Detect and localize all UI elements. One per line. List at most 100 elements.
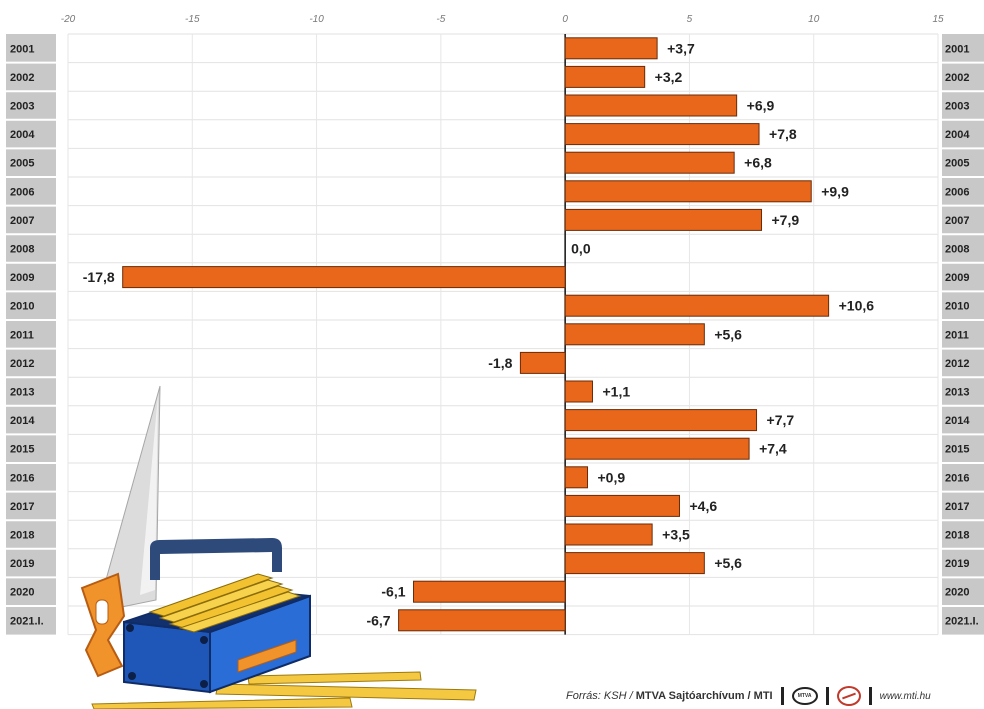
bars <box>122 37 830 632</box>
value-label: +4,6 <box>689 498 717 514</box>
value-label: +7,8 <box>769 126 797 142</box>
bar <box>564 37 658 60</box>
value-label: +1,1 <box>602 384 630 400</box>
ruler-segment <box>247 671 422 685</box>
value-label: +3,7 <box>667 40 695 56</box>
bar <box>564 323 705 346</box>
year-label-right: 2015 <box>945 444 969 456</box>
year-label-right: 2009 <box>945 272 969 284</box>
year-label-left: 2011 <box>10 329 34 341</box>
separator <box>780 687 784 705</box>
year-label-left: 2016 <box>10 472 34 484</box>
year-label-left: 2019 <box>10 558 34 570</box>
bar <box>564 65 646 88</box>
x-tick-label: -5 <box>436 14 445 25</box>
x-tick-label: 5 <box>687 14 693 25</box>
x-tick-label: -20 <box>61 14 76 25</box>
bar <box>564 494 680 517</box>
bar <box>564 523 653 546</box>
value-label: 0,0 <box>571 241 591 257</box>
value-label: +6,8 <box>744 155 772 171</box>
value-label: -17,8 <box>83 269 115 285</box>
year-label-right: 2020 <box>945 587 969 599</box>
year-label-left: 2017 <box>10 501 34 513</box>
toolbox-handle <box>150 538 282 580</box>
toolbox-illustration <box>80 385 477 709</box>
mtva-logo: MTVA <box>791 687 818 705</box>
year-label-left: 2010 <box>10 301 34 313</box>
bar <box>413 580 566 603</box>
source-label: Forrás: KSH / <box>566 690 633 702</box>
source-name: MTVA Sajtóarchívum / MTI <box>635 690 773 702</box>
x-tick-label: 10 <box>808 14 820 25</box>
source-url: www.mti.hu <box>879 690 931 702</box>
year-label-left: 2008 <box>10 244 34 256</box>
year-label-right: 2012 <box>945 358 969 370</box>
value-label: +9,9 <box>821 183 849 199</box>
year-label-left: 2002 <box>10 72 34 84</box>
year-label-right: 2017 <box>945 501 969 513</box>
year-label-left: 2015 <box>10 444 34 456</box>
year-column-left <box>6 34 56 635</box>
bar <box>519 351 566 374</box>
year-label-left: 2001 <box>10 43 34 55</box>
year-label-left: 2012 <box>10 358 34 370</box>
separator <box>868 687 872 705</box>
value-label: +3,5 <box>662 527 690 543</box>
year-label-columns: 2001 2001 2002 2002 2003 2003 2004 2004 2005 2005… <box>6 34 984 635</box>
toolbox-label <box>237 639 297 673</box>
bar <box>122 266 566 289</box>
bar <box>564 552 705 575</box>
year-label-right: 2007 <box>945 215 969 227</box>
value-label: +0,9 <box>598 469 626 485</box>
bar <box>564 466 589 489</box>
value-label: +3,2 <box>655 69 683 85</box>
value-label: +7,7 <box>767 412 795 428</box>
value-label: -6,1 <box>381 584 405 600</box>
year-label-right: 2005 <box>945 158 969 170</box>
footer: Forrás: KSH / MTVA Sajtóarchívum / MTI M… <box>566 684 931 708</box>
year-label-left: 2013 <box>10 387 34 399</box>
year-label-left: 2009 <box>10 272 34 284</box>
toolbox-rivet <box>200 680 208 688</box>
year-label-right: 2016 <box>945 472 969 484</box>
year-label-left: 2007 <box>10 215 34 227</box>
x-tick-label: 15 <box>932 14 944 25</box>
year-label-left: 2021.I. <box>10 615 44 627</box>
bar <box>564 294 830 317</box>
mti-logo <box>836 686 861 706</box>
x-tick-label: -15 <box>185 14 200 25</box>
x-tick-label: 0 <box>562 14 568 25</box>
value-label: -6,7 <box>366 612 390 628</box>
x-tick-label: -10 <box>309 14 324 25</box>
ruler-segment <box>91 697 353 709</box>
grid-lines <box>67 33 939 636</box>
value-label: +10,6 <box>839 298 875 314</box>
saw-handle <box>80 572 126 678</box>
year-label-right: 2006 <box>945 186 969 198</box>
toolbox-rivet <box>200 636 208 644</box>
year-label-right: 2011 <box>945 329 969 341</box>
year-label-right: 2010 <box>945 301 969 313</box>
bar <box>564 151 735 174</box>
year-label-right: 2002 <box>945 72 969 84</box>
year-label-right: 2008 <box>945 244 969 256</box>
year-label-right: 2013 <box>945 387 969 399</box>
year-label-left: 2020 <box>10 587 34 599</box>
bar <box>564 409 758 432</box>
year-column-right <box>942 34 984 635</box>
value-label: +7,9 <box>772 212 800 228</box>
value-label: +5,6 <box>714 326 742 342</box>
value-labels: +3,7 +3,2 +6,9 +7,8 +6,8 +9,9 +7,9 0,0 -17,8 +10,… <box>83 40 875 628</box>
bar <box>564 123 760 146</box>
year-label-right: 2001 <box>945 43 969 55</box>
bar <box>398 609 566 632</box>
value-label: +7,4 <box>759 441 787 457</box>
year-label-right: 2014 <box>945 415 970 427</box>
saw-handle-hole <box>95 599 109 625</box>
bar <box>564 180 812 203</box>
tools-inside <box>148 573 302 633</box>
year-label-left: 2014 <box>10 415 35 427</box>
toolbox-rivet <box>126 624 134 632</box>
